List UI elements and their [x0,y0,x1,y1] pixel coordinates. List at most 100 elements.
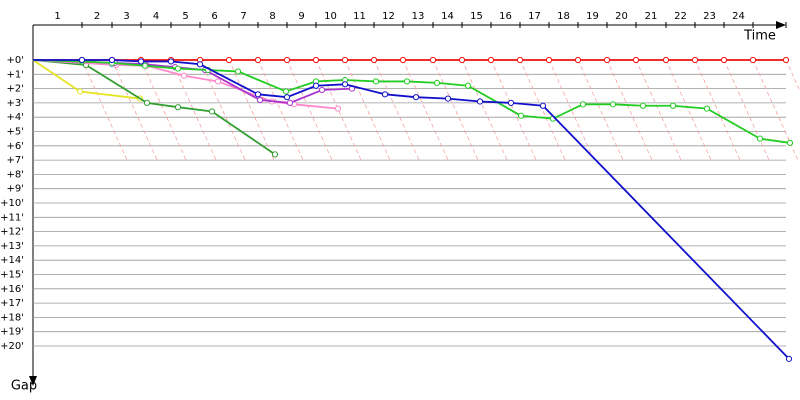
y-axis-title: Gap [11,379,37,394]
point [703,105,711,112]
point [174,65,182,72]
point [639,102,647,109]
point [254,91,262,98]
point [464,82,472,89]
point [174,104,182,111]
point [282,88,290,95]
point [341,81,349,88]
point [334,105,342,112]
point [312,56,320,64]
point [76,88,84,95]
point [632,56,640,64]
point [720,56,728,64]
x-tick-label: 1 [54,11,60,22]
point [214,78,222,85]
point [782,56,790,64]
point [603,56,611,64]
point [691,56,699,64]
x-tick-label: 24 [732,11,745,22]
x-tick-label: 22 [674,11,687,22]
y-tick-label: +14' [0,255,24,266]
x-tick-label: 14 [441,11,454,22]
x-tick-label: 16 [499,11,512,22]
point [141,62,149,69]
point [271,151,279,158]
y-tick-label: +5' [7,127,25,138]
point [609,101,617,108]
lap-diagonal [111,59,158,161]
y-tick-label: +16' [0,284,24,295]
y-tick-label: +2' [7,84,25,95]
y-tick-label: +10' [0,198,24,209]
x-tick-label: 4 [153,11,159,22]
point [256,96,264,104]
point [283,56,291,64]
y-tick-label: +13' [0,241,24,252]
point [444,95,452,102]
y-tick-label: +17' [0,298,24,309]
x-tick-label: 3 [123,11,129,22]
point [429,56,437,64]
point [234,68,242,75]
point [476,98,484,105]
lap-diagonal [315,59,362,161]
x-tick-label: 8 [269,11,275,22]
point [539,102,547,109]
point [662,56,670,64]
lap-diagonal [577,59,624,161]
y-tick-label: +7' [7,155,25,166]
x-tick-label: 11 [353,11,366,22]
x-tick-label: 15 [470,11,483,22]
y-axis-arrow [29,376,37,386]
series-line [32,59,353,104]
y-tick-label: +11' [0,212,24,223]
y-tick-label: +20' [0,341,24,352]
point [749,56,757,64]
lap-diagonal [665,59,712,161]
point [78,56,86,64]
x-tick-label: 12 [382,11,395,22]
lap-diagonal [723,59,770,161]
point [312,82,320,89]
x-tick-label: 6 [211,11,217,22]
x-tick-label: 2 [94,11,100,22]
point [579,101,587,108]
point [381,91,389,98]
point [137,58,145,65]
point [433,79,441,86]
point [412,94,420,101]
point [785,355,793,362]
x-tick-label: 5 [182,11,188,22]
point [403,78,411,85]
y-tick-label: +18' [0,312,24,323]
point [545,56,553,64]
x-tick-label: 20 [615,11,628,22]
lap-diagonal [490,59,537,161]
point [399,56,407,64]
point [341,56,349,64]
x-tick-label: 17 [528,11,541,22]
point [167,58,175,65]
y-tick-label: +4' [7,112,25,123]
lap-diagonal [432,59,479,161]
point [507,99,515,107]
point [108,56,116,64]
point [487,56,495,64]
x-tick-label: 7 [240,11,246,22]
lap-diagonal [257,59,304,161]
x-axis-arrow [776,21,786,29]
point [370,56,378,64]
lap-diagonal [606,59,653,161]
lap-diagonal [635,59,682,161]
y-tick-label: +15' [0,270,24,281]
y-tick-label: +9' [7,184,25,195]
x-tick-label: 23 [703,11,716,22]
x-axis-title: Time [743,29,776,44]
point [254,56,262,64]
x-tick-label: 18 [557,11,570,22]
y-tick-label: +19' [0,327,24,338]
lap-diagonal [373,59,420,161]
lap-diagonal [140,59,187,161]
point [283,94,291,101]
